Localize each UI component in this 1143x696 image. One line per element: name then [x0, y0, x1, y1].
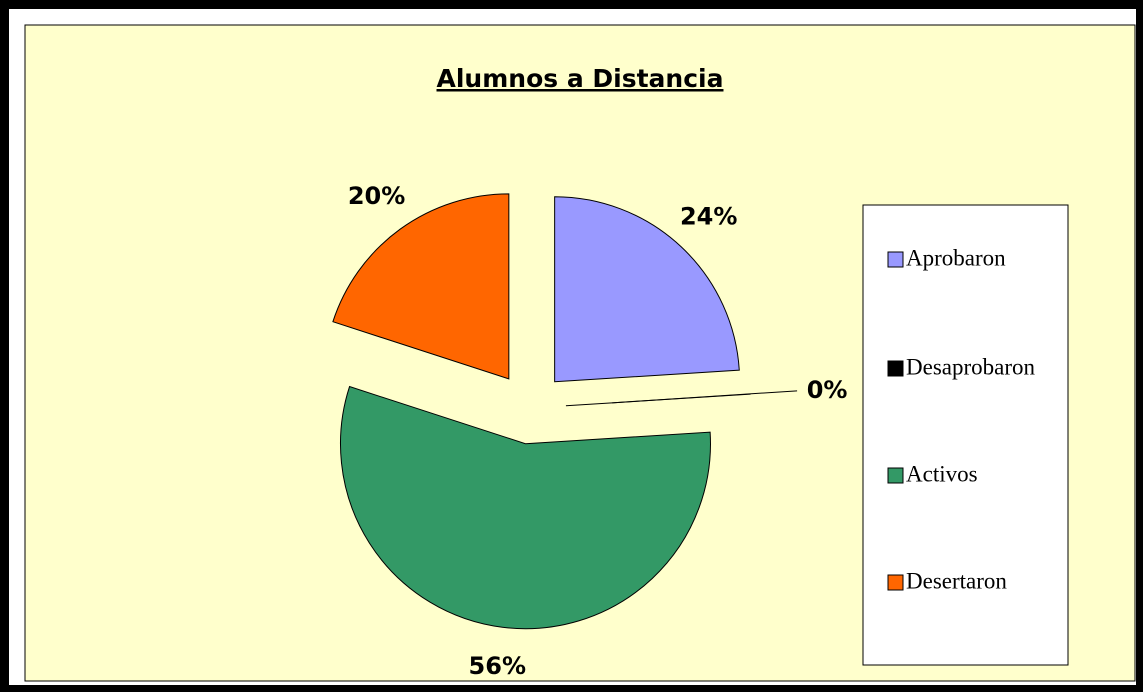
data-label: 56%	[469, 652, 526, 680]
legend-swatch	[887, 360, 904, 377]
legend-swatch	[887, 251, 904, 268]
data-label: 24%	[680, 203, 737, 231]
legend-label: Desertaron	[906, 568, 1007, 593]
legend-swatch	[887, 467, 904, 484]
legend-label: Aprobaron	[906, 245, 1006, 270]
data-label: 20%	[348, 182, 405, 210]
pie-slice	[554, 196, 740, 383]
leader-line	[612, 390, 798, 404]
pie-slice	[332, 193, 510, 380]
legend-label: Activos	[906, 461, 978, 486]
chart-title: Alumnos a Distancia	[437, 64, 724, 93]
legend-swatch	[887, 574, 904, 591]
pie-slice	[339, 385, 711, 630]
data-label: 0%	[807, 376, 848, 404]
legend	[862, 204, 1069, 666]
legend-label: Desaprobaron	[906, 354, 1036, 379]
